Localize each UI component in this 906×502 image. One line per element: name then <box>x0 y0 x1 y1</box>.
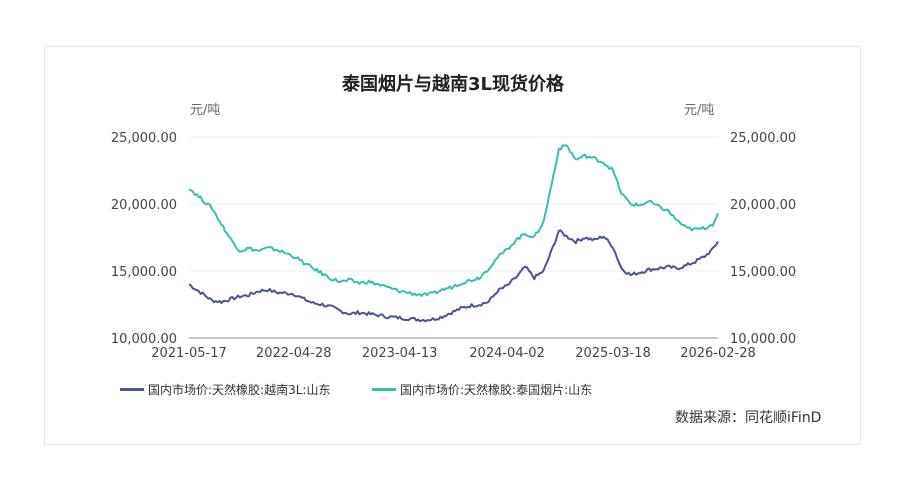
y-tick-label-left: 15,000.00 <box>111 265 177 280</box>
legend-swatch-vietnam-3l <box>120 388 144 391</box>
y-tick-label-left: 10,000.00 <box>111 332 177 347</box>
chart-title: 泰国烟片与越南3L现货价格 <box>342 74 564 95</box>
y-tick-label-left: 25,000.00 <box>111 131 177 146</box>
legend-label-vietnam-3l: 国内市场价:天然橡胶:越南3L:山东 <box>148 383 331 397</box>
legend-label-thai-smoked-sheet: 国内市场价:天然橡胶:泰国烟片:山东 <box>400 383 593 397</box>
y-axis-unit-right: 元/吨 <box>684 103 715 118</box>
y-tick-label-right: 25,000.00 <box>730 131 796 146</box>
x-tick-label: 2021-05-17 <box>151 346 227 361</box>
x-tick-label: 2024-04-02 <box>469 346 545 361</box>
y-tick-label-left: 20,000.00 <box>111 198 177 213</box>
chart-frame <box>44 46 861 445</box>
x-tick-label: 2023-04-13 <box>362 346 438 361</box>
legend-item-thai-smoked-sheet[interactable]: 国内市场价:天然橡胶:泰国烟片:山东 <box>372 381 592 398</box>
y-tick-label-right: 15,000.00 <box>730 265 796 280</box>
legend-item-vietnam-3l[interactable]: 国内市场价:天然橡胶:越南3L:山东 <box>120 381 330 398</box>
x-tick-label: 2025-03-18 <box>575 346 651 361</box>
y-tick-label-right: 10,000.00 <box>730 332 796 347</box>
series-line-thai-smoked-sheet <box>188 144 719 297</box>
series-line-vietnam-3l <box>188 229 719 323</box>
y-axis-unit-left: 元/吨 <box>190 103 221 118</box>
x-tick-label: 2026-02-28 <box>680 346 756 361</box>
legend-swatch-thai-smoked-sheet <box>372 388 396 391</box>
data-source-note: 数据来源：同花顺iFinD <box>675 410 822 426</box>
x-tick-label: 2022-04-28 <box>256 346 332 361</box>
y-tick-label-right: 20,000.00 <box>730 198 796 213</box>
